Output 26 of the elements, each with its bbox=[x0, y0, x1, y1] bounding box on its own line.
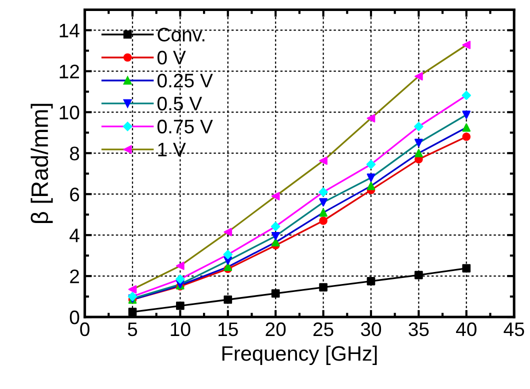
x-tick-label: 45 bbox=[504, 322, 524, 336]
y-axis-title: β [Rad/mm] bbox=[30, 104, 53, 223]
y-tick-label: 14 bbox=[60, 24, 80, 38]
legend-label: Conv. bbox=[158, 28, 204, 42]
x-tick-label: 15 bbox=[218, 322, 238, 336]
y-tick-label: 6 bbox=[70, 188, 80, 202]
legend-label: 0 V bbox=[158, 50, 186, 64]
x-tick-label: 0 bbox=[80, 322, 90, 336]
x-tick-label: 35 bbox=[408, 322, 429, 336]
y-tick-label: 0 bbox=[70, 310, 80, 324]
y-tick-label: 4 bbox=[70, 228, 80, 242]
y-tick-label: 12 bbox=[60, 64, 79, 78]
legend-label: 0.25 V bbox=[158, 74, 213, 88]
legend-label: 0.75 V bbox=[158, 120, 213, 134]
y-tick-label: 2 bbox=[70, 270, 79, 284]
legend-label: 0.5 V bbox=[158, 96, 202, 110]
x-tick-label: 30 bbox=[360, 322, 382, 336]
x-tick-label: 40 bbox=[456, 322, 476, 336]
x-tick-label: 25 bbox=[313, 322, 334, 336]
legend-label: 1 V bbox=[158, 142, 186, 156]
y-tick-label: 8 bbox=[70, 146, 80, 160]
x-axis-title: Frequency [GHz] bbox=[222, 346, 377, 365]
x-tick-label: 5 bbox=[128, 322, 138, 336]
x-tick-label: 10 bbox=[170, 322, 190, 336]
x-tick-label: 20 bbox=[266, 322, 286, 336]
y-tick-label: 10 bbox=[60, 106, 80, 120]
